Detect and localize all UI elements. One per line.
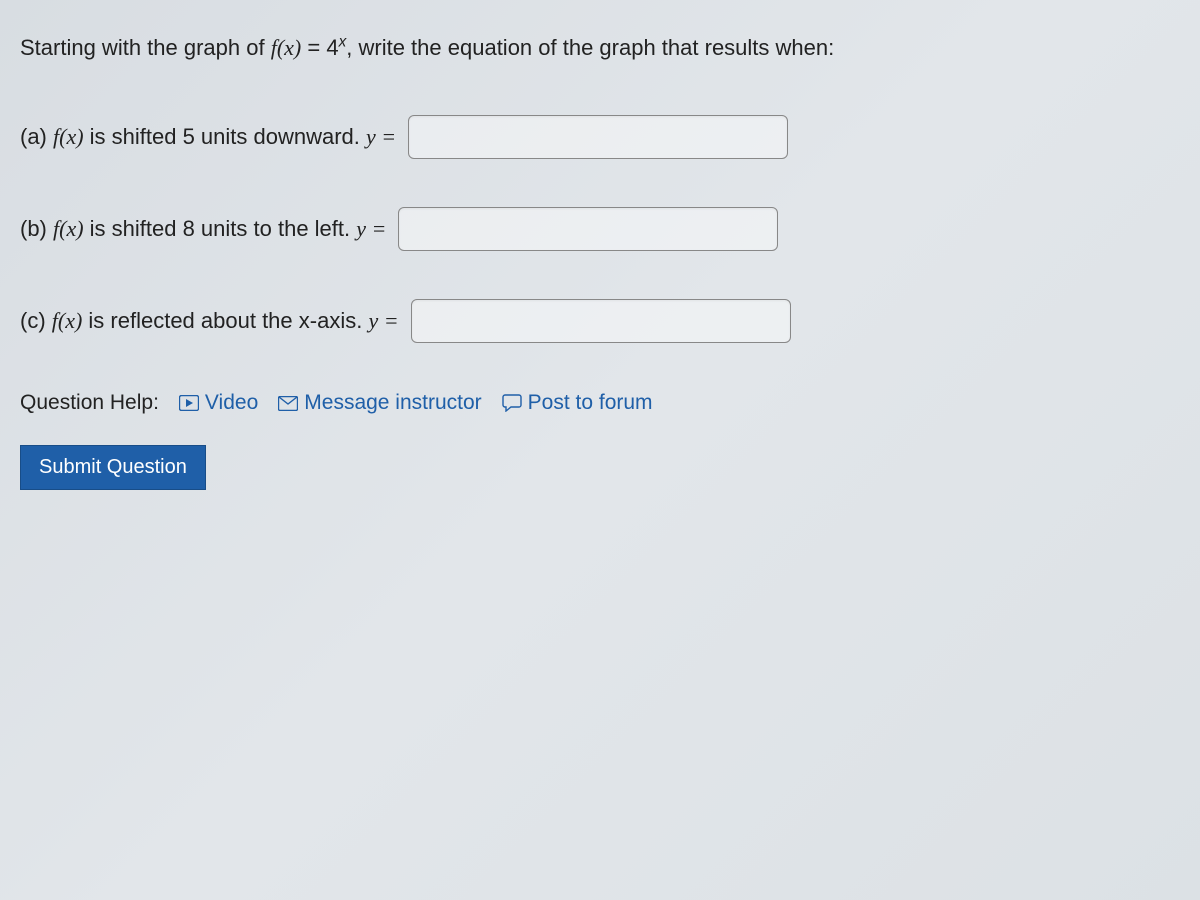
help-message-text: Message instructor bbox=[304, 391, 481, 415]
part-c-yeq: y = bbox=[368, 308, 398, 333]
help-video-text: Video bbox=[205, 391, 258, 415]
prompt-prefix: Starting with the graph of bbox=[20, 35, 271, 60]
part-c-text: is reflected about the x-axis. bbox=[82, 308, 368, 333]
part-a-row: (a) f(x) is shifted 5 units downward. y … bbox=[20, 115, 1180, 159]
prompt-suffix: , write the equation of the graph that r… bbox=[346, 35, 834, 60]
part-a-yeq: y = bbox=[366, 124, 396, 149]
part-a-letter: (a) bbox=[20, 124, 53, 149]
question-help-row: Question Help: Video Message instructor bbox=[20, 391, 1180, 415]
speech-bubble-icon bbox=[502, 394, 522, 412]
question-prompt: Starting with the graph of f(x) = 4x, wr… bbox=[20, 30, 1180, 65]
part-c-letter: (c) bbox=[20, 308, 52, 333]
part-a-label: (a) f(x) is shifted 5 units downward. y … bbox=[20, 124, 396, 150]
video-icon bbox=[179, 395, 199, 411]
part-a-input[interactable] bbox=[408, 115, 788, 159]
help-video-link[interactable]: Video bbox=[179, 391, 258, 415]
part-b-yeq: y = bbox=[356, 216, 386, 241]
part-b-text: is shifted 8 units to the left. bbox=[84, 216, 357, 241]
prompt-eq: = 4 bbox=[307, 35, 338, 60]
part-a-text: is shifted 5 units downward. bbox=[84, 124, 366, 149]
part-b-row: (b) f(x) is shifted 8 units to the left.… bbox=[20, 207, 1180, 251]
part-b-fn: f(x) bbox=[53, 216, 84, 241]
part-b-input[interactable] bbox=[398, 207, 778, 251]
help-forum-link[interactable]: Post to forum bbox=[502, 391, 653, 415]
part-b-label: (b) f(x) is shifted 8 units to the left.… bbox=[20, 216, 386, 242]
part-c-input[interactable] bbox=[411, 299, 791, 343]
submit-button[interactable]: Submit Question bbox=[20, 445, 206, 490]
help-forum-text: Post to forum bbox=[528, 391, 653, 415]
help-label: Question Help: bbox=[20, 391, 159, 415]
prompt-function: f(x) bbox=[271, 35, 302, 60]
part-a-fn: f(x) bbox=[53, 124, 84, 149]
part-c-row: (c) f(x) is reflected about the x-axis. … bbox=[20, 299, 1180, 343]
part-c-label: (c) f(x) is reflected about the x-axis. … bbox=[20, 308, 399, 334]
question-container: Starting with the graph of f(x) = 4x, wr… bbox=[20, 30, 1180, 490]
part-b-letter: (b) bbox=[20, 216, 53, 241]
help-message-link[interactable]: Message instructor bbox=[278, 391, 481, 415]
envelope-icon bbox=[278, 396, 298, 411]
part-c-fn: f(x) bbox=[52, 308, 83, 333]
